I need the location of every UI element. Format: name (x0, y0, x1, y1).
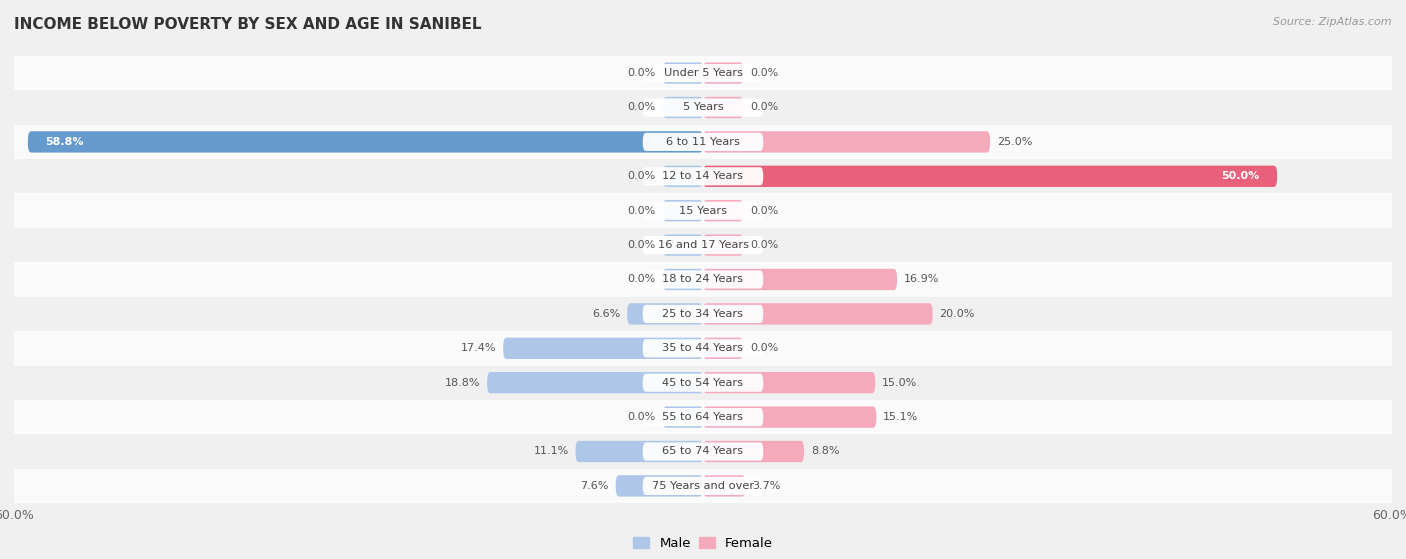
FancyBboxPatch shape (703, 406, 876, 428)
FancyBboxPatch shape (703, 97, 744, 118)
Text: 20.0%: 20.0% (939, 309, 974, 319)
Text: 6.6%: 6.6% (592, 309, 620, 319)
FancyBboxPatch shape (486, 372, 703, 394)
FancyBboxPatch shape (703, 200, 744, 221)
FancyBboxPatch shape (643, 271, 763, 288)
Bar (14, 400, 1392, 434)
Bar (14, 366, 1392, 400)
Text: 0.0%: 0.0% (749, 343, 779, 353)
FancyBboxPatch shape (28, 131, 703, 153)
FancyBboxPatch shape (643, 339, 763, 357)
Text: 0.0%: 0.0% (627, 274, 657, 285)
Bar (14, 159, 1392, 193)
Text: 6 to 11 Years: 6 to 11 Years (666, 137, 740, 147)
FancyBboxPatch shape (703, 338, 744, 359)
FancyBboxPatch shape (627, 303, 703, 325)
FancyBboxPatch shape (575, 441, 703, 462)
FancyBboxPatch shape (662, 406, 703, 428)
Text: 35 to 44 Years: 35 to 44 Years (662, 343, 744, 353)
FancyBboxPatch shape (662, 63, 703, 84)
Text: 0.0%: 0.0% (627, 102, 657, 112)
Text: 0.0%: 0.0% (627, 171, 657, 181)
FancyBboxPatch shape (703, 303, 932, 325)
FancyBboxPatch shape (643, 236, 763, 254)
Text: 8.8%: 8.8% (811, 447, 839, 457)
Text: Source: ZipAtlas.com: Source: ZipAtlas.com (1274, 17, 1392, 27)
Bar (14, 262, 1392, 297)
Text: Under 5 Years: Under 5 Years (664, 68, 742, 78)
Text: 15.1%: 15.1% (883, 412, 918, 422)
FancyBboxPatch shape (643, 98, 763, 117)
Text: 25.0%: 25.0% (997, 137, 1032, 147)
Text: 15 Years: 15 Years (679, 206, 727, 216)
Bar (14, 434, 1392, 468)
Text: 0.0%: 0.0% (749, 68, 779, 78)
Bar (14, 56, 1392, 91)
Text: 50.0%: 50.0% (1222, 171, 1260, 181)
Text: 18.8%: 18.8% (444, 378, 481, 388)
FancyBboxPatch shape (703, 63, 744, 84)
Text: 7.6%: 7.6% (581, 481, 609, 491)
FancyBboxPatch shape (643, 167, 763, 186)
FancyBboxPatch shape (503, 338, 703, 359)
Text: 58.8%: 58.8% (45, 137, 83, 147)
Text: 0.0%: 0.0% (749, 240, 779, 250)
FancyBboxPatch shape (703, 165, 1277, 187)
Legend: Male, Female: Male, Female (633, 537, 773, 550)
Text: 12 to 14 Years: 12 to 14 Years (662, 171, 744, 181)
FancyBboxPatch shape (643, 64, 763, 82)
Text: 5 Years: 5 Years (683, 102, 723, 112)
FancyBboxPatch shape (703, 441, 804, 462)
FancyBboxPatch shape (662, 200, 703, 221)
Text: 25 to 34 Years: 25 to 34 Years (662, 309, 744, 319)
FancyBboxPatch shape (643, 477, 763, 495)
Text: 0.0%: 0.0% (627, 412, 657, 422)
Text: 45 to 54 Years: 45 to 54 Years (662, 378, 744, 388)
Text: 0.0%: 0.0% (749, 206, 779, 216)
FancyBboxPatch shape (643, 133, 763, 151)
FancyBboxPatch shape (703, 131, 990, 153)
FancyBboxPatch shape (703, 372, 875, 394)
Bar (14, 125, 1392, 159)
FancyBboxPatch shape (662, 269, 703, 290)
FancyBboxPatch shape (643, 202, 763, 220)
Bar (14, 468, 1392, 503)
Text: 3.7%: 3.7% (752, 481, 780, 491)
Text: 11.1%: 11.1% (533, 447, 568, 457)
FancyBboxPatch shape (643, 373, 763, 392)
Text: 0.0%: 0.0% (627, 240, 657, 250)
FancyBboxPatch shape (616, 475, 703, 496)
FancyBboxPatch shape (703, 475, 745, 496)
Text: 0.0%: 0.0% (627, 68, 657, 78)
Text: 65 to 74 Years: 65 to 74 Years (662, 447, 744, 457)
Text: 0.0%: 0.0% (749, 102, 779, 112)
Text: 55 to 64 Years: 55 to 64 Years (662, 412, 744, 422)
FancyBboxPatch shape (662, 234, 703, 256)
Bar (14, 228, 1392, 262)
Text: 17.4%: 17.4% (461, 343, 496, 353)
FancyBboxPatch shape (662, 165, 703, 187)
Bar (14, 193, 1392, 228)
Text: 16.9%: 16.9% (904, 274, 939, 285)
Bar (14, 297, 1392, 331)
Bar (14, 91, 1392, 125)
FancyBboxPatch shape (643, 305, 763, 323)
Text: 0.0%: 0.0% (627, 206, 657, 216)
Text: 16 and 17 Years: 16 and 17 Years (658, 240, 748, 250)
Text: 15.0%: 15.0% (882, 378, 917, 388)
Bar (14, 331, 1392, 366)
FancyBboxPatch shape (703, 234, 744, 256)
FancyBboxPatch shape (703, 269, 897, 290)
Text: INCOME BELOW POVERTY BY SEX AND AGE IN SANIBEL: INCOME BELOW POVERTY BY SEX AND AGE IN S… (14, 17, 482, 32)
FancyBboxPatch shape (643, 408, 763, 426)
FancyBboxPatch shape (662, 97, 703, 118)
FancyBboxPatch shape (643, 442, 763, 461)
Text: 75 Years and over: 75 Years and over (652, 481, 754, 491)
Text: 18 to 24 Years: 18 to 24 Years (662, 274, 744, 285)
